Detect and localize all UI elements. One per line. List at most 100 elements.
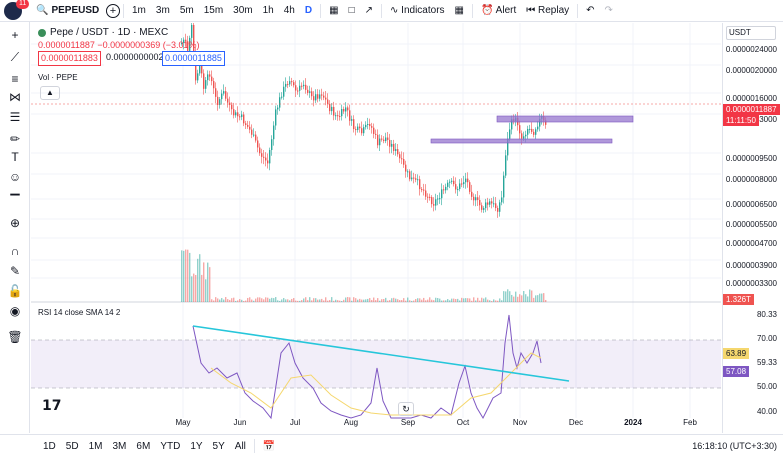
candle-body (373, 127, 375, 134)
candle-body (381, 138, 383, 140)
range-5y[interactable]: 5Y (212, 440, 225, 452)
undo-icon[interactable]: ↶ (586, 5, 595, 16)
volume-bar (509, 291, 511, 302)
volume-bar (533, 297, 535, 302)
range-5d[interactable]: 5D (65, 440, 79, 452)
indicators-button[interactable]: ∿ Indicators (390, 5, 445, 16)
volume-bar (299, 300, 301, 302)
line-type-icon[interactable]: ↗ (364, 5, 373, 16)
volume-bar (313, 298, 315, 302)
candle-body (295, 85, 297, 91)
interval-4h[interactable]: 4h (283, 5, 295, 16)
range-3m[interactable]: 3M (112, 440, 127, 452)
candle-body (289, 81, 291, 85)
candle-body (265, 157, 267, 161)
time-axis[interactable]: May Jun Jul Aug Sep Oct Nov Dec 2024 Feb (31, 418, 721, 433)
sell-price-box[interactable]: 0.0000011883 (38, 51, 101, 66)
range-1y[interactable]: 1Y (190, 440, 203, 452)
redo-icon[interactable]: ↷ (604, 5, 613, 16)
horizontal-lines-icon[interactable]: ≡ (11, 72, 19, 86)
volume-bar (289, 300, 291, 302)
range-1m[interactable]: 1M (88, 440, 103, 452)
volume-bar (281, 299, 283, 302)
price-chart[interactable] (31, 23, 721, 433)
currency-select[interactable]: USDT (726, 26, 776, 40)
candle-body (391, 143, 393, 147)
time-label: May (175, 418, 191, 427)
candle-body (511, 119, 513, 130)
candle-body (191, 24, 193, 38)
replay-button[interactable]: ⏮ Replay (526, 5, 570, 16)
range-6m[interactable]: 6M (136, 440, 151, 452)
candle-body (479, 199, 481, 206)
compare-add-icon[interactable]: + (106, 3, 120, 18)
pattern-icon[interactable]: ⋈ (9, 90, 21, 104)
volume-bar (381, 299, 383, 302)
interval-30m[interactable]: 30m (233, 5, 253, 16)
interval-d[interactable]: D (304, 5, 313, 16)
volume-bar (331, 297, 333, 302)
candle-body (379, 138, 381, 146)
volume-bar (259, 297, 261, 302)
alert-button[interactable]: ⏰ Alert (480, 5, 517, 16)
candle-body (399, 154, 401, 159)
range-1d[interactable]: 1D (43, 440, 56, 452)
layouts-icon[interactable]: ▦ (454, 5, 464, 16)
candle-body (337, 115, 339, 117)
candle-body (417, 179, 419, 181)
candle-body (269, 150, 271, 164)
candle-body (483, 208, 485, 210)
volume-bar (525, 294, 527, 302)
candle-body (495, 203, 497, 209)
candle-type-icon[interactable]: ▦ (329, 5, 339, 16)
price-label: 0.0000004700 (725, 239, 777, 248)
candle-body (263, 156, 265, 158)
candle-body (341, 109, 343, 117)
price-label: 0.0000008000 (725, 175, 777, 184)
lock-icon[interactable]: 🔓 (7, 284, 23, 298)
price-axis[interactable]: USDT 0.0000024000 0.0000020000 0.0000016… (722, 23, 783, 433)
fib-icon[interactable]: ☰ (9, 110, 21, 124)
bar-type-icon[interactable]: □ (348, 5, 355, 16)
trendline-icon[interactable]: ⟋ (10, 50, 20, 64)
interval-1h[interactable]: 1h (262, 5, 274, 16)
volume-bar (251, 299, 253, 302)
interval-1m[interactable]: 1m (132, 5, 146, 16)
clock[interactable]: 16:18:10 (UTC+3:30) (692, 441, 777, 451)
volume-bar (521, 295, 523, 302)
trash-icon[interactable]: 🗑 (7, 330, 23, 344)
crosshair-icon[interactable]: + (11, 28, 19, 42)
candle-body (267, 160, 269, 164)
brush-icon[interactable]: ✏ (9, 132, 21, 146)
volume-bar (279, 300, 281, 302)
chart-grid (31, 23, 721, 418)
volume-bar (489, 300, 491, 302)
volume-bar (457, 298, 459, 302)
collapse-legend-icon[interactable]: ▲ (40, 86, 60, 100)
interval-3m[interactable]: 3m (155, 5, 170, 16)
lock-drawings-icon[interactable]: ✎ (9, 264, 21, 278)
volume-bar (407, 297, 409, 302)
magnet-icon[interactable]: ∩ (10, 244, 20, 258)
eye-icon[interactable]: ◉ (9, 304, 21, 318)
range-all[interactable]: All (234, 440, 246, 452)
volume-bar (493, 299, 495, 302)
date-range-icon[interactable]: 📅 (262, 440, 276, 452)
emoji-icon[interactable]: ☺ (8, 170, 22, 184)
volume-bar (463, 298, 465, 302)
range-ytd[interactable]: YTD (160, 440, 181, 452)
symbol-search[interactable]: 🔍 PEPEUSD (36, 5, 100, 16)
zoom-icon[interactable]: ⊕ (9, 216, 21, 230)
interval-5m[interactable]: 5m (179, 5, 194, 16)
reset-chart-icon[interactable]: ↻ (398, 402, 414, 416)
account-avatar[interactable]: 11 (4, 0, 30, 20)
interval-15m[interactable]: 15m (203, 5, 224, 16)
candle-body (287, 83, 289, 85)
volume-bar (403, 298, 405, 302)
ruler-icon[interactable]: ▔ (10, 194, 20, 208)
text-icon[interactable]: T (11, 150, 19, 164)
volume-bar (497, 300, 499, 302)
buy-price-box[interactable]: 0.0000011885 (162, 51, 225, 66)
candle-body (509, 129, 511, 139)
candle-body (247, 124, 249, 127)
